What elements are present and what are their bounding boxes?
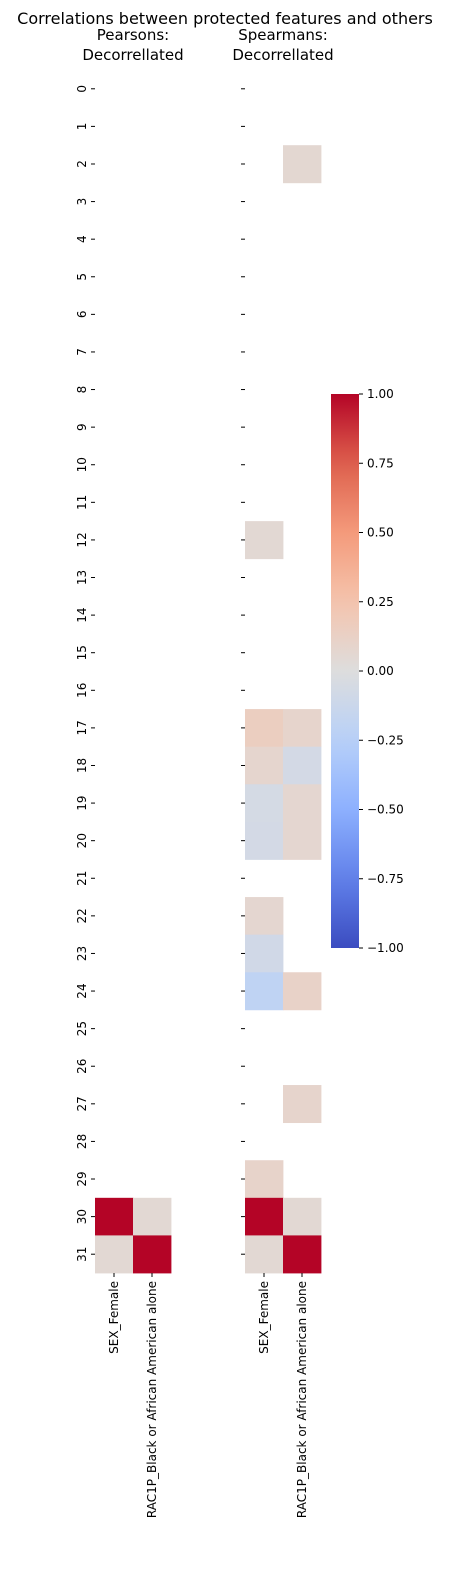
colorbar-tick-label: 0.25 bbox=[367, 595, 394, 609]
y-tick-label: 28 bbox=[75, 1134, 89, 1149]
y-tick-label: 14 bbox=[75, 607, 89, 622]
panel-title-line: Pearsons: bbox=[97, 26, 169, 44]
heatmap-cell bbox=[283, 1235, 322, 1274]
y-tick-label: 20 bbox=[75, 833, 89, 848]
figure-title: Correlations between protected features … bbox=[17, 9, 433, 28]
heatmap-cell bbox=[245, 709, 284, 748]
y-tick-label: 1 bbox=[75, 123, 89, 131]
heatmap-cell bbox=[245, 821, 284, 860]
heatmap-cell bbox=[245, 784, 284, 823]
y-tick-label: 10 bbox=[75, 457, 89, 472]
heatmap-cell bbox=[133, 1235, 172, 1274]
heatmap-cell bbox=[283, 1197, 322, 1236]
heatmap-cell bbox=[95, 1197, 134, 1236]
panel-title-line: Decorrellated bbox=[82, 46, 183, 64]
heatmap-cell bbox=[245, 897, 284, 936]
y-tick-label: 31 bbox=[75, 1247, 89, 1262]
y-tick-label: 25 bbox=[75, 1021, 89, 1036]
heatmap-cell bbox=[245, 1160, 284, 1199]
heatmap-cell bbox=[283, 784, 322, 823]
heatmap-cell bbox=[283, 1085, 322, 1124]
heatmap-cell bbox=[245, 746, 284, 785]
y-tick-label: 4 bbox=[75, 235, 89, 243]
colorbar-tick-label: −0.25 bbox=[367, 733, 404, 747]
y-tick-label: 19 bbox=[75, 795, 89, 810]
y-tick-label: 16 bbox=[75, 683, 89, 698]
y-tick-label: 3 bbox=[75, 198, 89, 206]
y-tick-label: 8 bbox=[75, 386, 89, 394]
colorbar-tick-label: 0.00 bbox=[367, 664, 394, 678]
y-tick-label: 22 bbox=[75, 908, 89, 923]
heatmap-cell bbox=[245, 1197, 284, 1236]
colorbar: 1.00 0.75 0.50 0.25 0.00 −0.25 −0.50 −0.75 −1.00 bbox=[331, 387, 404, 955]
x-tick-label: RAC1P_Black or African American alone bbox=[295, 1281, 309, 1518]
heatmap-cell bbox=[245, 972, 284, 1011]
y-tick-label: 2 bbox=[75, 160, 89, 168]
colorbar-tick-label: −0.75 bbox=[367, 872, 404, 886]
y-tick-label: 30 bbox=[75, 1209, 89, 1224]
heatmap-cell bbox=[245, 521, 284, 560]
colorbar-tick-label: 1.00 bbox=[367, 387, 394, 401]
heatmap-panel-2: Spearmans: Decorrellated SEX_Female RAC1P_B… bbox=[232, 26, 333, 1518]
y-tick-label: 12 bbox=[75, 532, 89, 547]
y-tick-label: 23 bbox=[75, 946, 89, 961]
y-tick-label: 29 bbox=[75, 1171, 89, 1186]
y-tick-label: 21 bbox=[75, 871, 89, 886]
colorbar-tick-label: 0.50 bbox=[367, 526, 394, 540]
y-tick-label: 0 bbox=[75, 85, 89, 93]
panel-title-line: Spearmans: bbox=[238, 26, 328, 44]
colorbar-gradient bbox=[331, 394, 359, 948]
panel-title-line: Decorrellated bbox=[232, 46, 333, 64]
heatmap-cell bbox=[283, 145, 322, 184]
heatmap-cell bbox=[283, 821, 322, 860]
heatmap-cell bbox=[283, 709, 322, 748]
y-tick-label: 11 bbox=[75, 495, 89, 510]
colorbar-tick-label: −1.00 bbox=[367, 941, 404, 955]
heatmap-cell bbox=[283, 746, 322, 785]
y-tick-label: 6 bbox=[75, 311, 89, 319]
heatmap-cell bbox=[283, 972, 322, 1011]
y-tick-label: 24 bbox=[75, 983, 89, 998]
x-tick-label: RAC1P_Black or African American alone bbox=[145, 1281, 159, 1518]
colorbar-tick-label: −0.50 bbox=[367, 803, 404, 817]
y-tick-label: 13 bbox=[75, 570, 89, 585]
heatmap-panel-1: Pearsons:Decorrellated012345678910111213… bbox=[75, 26, 184, 1518]
y-tick-label: 27 bbox=[75, 1096, 89, 1111]
x-tick-label: SEX_Female bbox=[257, 1281, 271, 1354]
heatmap-cell bbox=[95, 1235, 134, 1274]
heatmap-cell bbox=[133, 1197, 172, 1236]
y-tick-label: 26 bbox=[75, 1059, 89, 1074]
heatmap-cell bbox=[245, 934, 284, 973]
heatmap-cell bbox=[245, 1235, 284, 1274]
y-tick-label: 7 bbox=[75, 348, 89, 356]
colorbar-tick-label: 0.75 bbox=[367, 456, 394, 470]
y-tick-label: 18 bbox=[75, 758, 89, 773]
y-tick-label: 17 bbox=[75, 720, 89, 735]
x-tick-label: SEX_Female bbox=[107, 1281, 121, 1354]
y-tick-label: 5 bbox=[75, 273, 89, 281]
y-tick-label: 9 bbox=[75, 423, 89, 431]
y-tick-label: 15 bbox=[75, 645, 89, 660]
